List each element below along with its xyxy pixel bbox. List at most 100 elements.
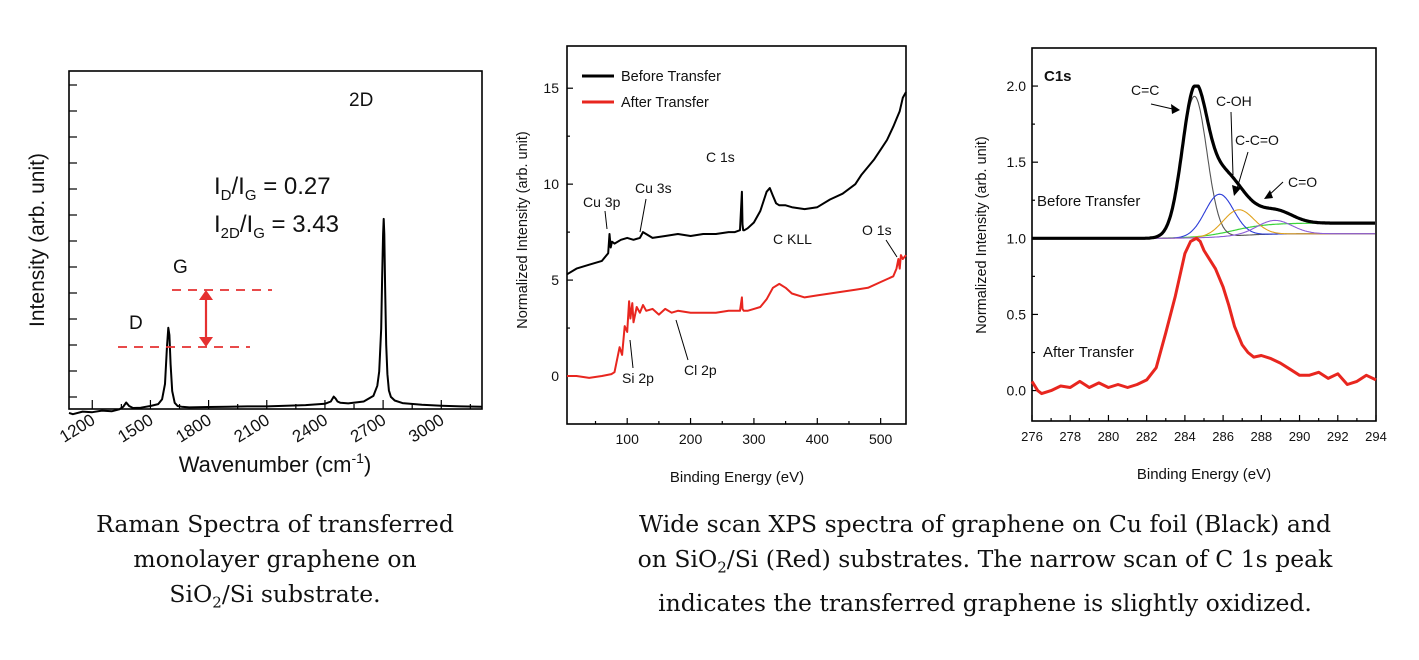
xps-wide-y-tick-label: 5 bbox=[551, 272, 559, 288]
label-c-c-eq-o: C-C=O bbox=[1235, 132, 1279, 148]
xps-wide-x-tick-label: 200 bbox=[679, 431, 703, 447]
raman-x-tick-label: 2700 bbox=[347, 410, 389, 446]
label-c-oh: C-OH bbox=[1216, 93, 1252, 109]
xps-wide-y-axis-label: Normalized Intensity (arb. unit) bbox=[515, 131, 531, 328]
raman-x-tick-label: 1800 bbox=[173, 410, 215, 446]
cu3p-pointer bbox=[604, 210, 608, 230]
raman-plot-frame bbox=[68, 70, 483, 410]
i2d-ig-ratio: I2D/IG = 3.43 bbox=[214, 211, 339, 242]
xps-wide-x-tick-label: 500 bbox=[869, 431, 893, 447]
c1s-after-transfer-line bbox=[1030, 236, 1377, 396]
ratio-arrow-up-head bbox=[199, 290, 213, 300]
o1s-pointer bbox=[885, 239, 898, 258]
xps-before-transfer-line bbox=[566, 91, 907, 276]
id-ig-ratio: ID/IG = 0.27 bbox=[214, 173, 331, 204]
xps-wide-x-axis-label: Binding Energy (eV) bbox=[670, 469, 804, 486]
c1s-x-tick-label: 284 bbox=[1174, 429, 1196, 444]
raman-series bbox=[68, 217, 483, 416]
raman-caption: Raman Spectra of transferred monolayer g… bbox=[60, 507, 490, 621]
c-eq-o-arrowhead bbox=[1264, 190, 1273, 199]
c1s-x-tick-label: 288 bbox=[1250, 429, 1272, 444]
raman-x-tick-label: 1500 bbox=[114, 410, 156, 446]
xps-wide-y-tick-label: 15 bbox=[543, 80, 559, 96]
raman-ratio-marker bbox=[118, 289, 272, 348]
annotation-cl2p: Cl 2p bbox=[684, 362, 717, 378]
xps-wide-x-tick-label: 400 bbox=[806, 431, 830, 447]
raman-x-tick-label: 3000 bbox=[405, 410, 447, 446]
xps-wide-plot-frame bbox=[566, 45, 907, 425]
raman-y-axis-label: Intensity (arb. unit) bbox=[26, 153, 49, 327]
annotation-c-kll: C KLL bbox=[773, 231, 812, 247]
xps-wide-chart: 100 200 300 400 500 0 5 10 15 Before Transfer Af… bbox=[515, 45, 907, 486]
c1s-component-c-eq-c bbox=[1142, 95, 1375, 239]
c1s-x-tick-label: 294 bbox=[1365, 429, 1387, 444]
xps-caption-line-1: Wide scan XPS spectra of graphene on Cu … bbox=[638, 510, 1332, 538]
c1s-x-axis-label: Binding Energy (eV) bbox=[1137, 466, 1271, 483]
d-peak-label: D bbox=[129, 313, 143, 334]
c1s-component-c-eq-o bbox=[1142, 219, 1375, 239]
annotation-si2p: Si 2p bbox=[622, 370, 654, 386]
c1s-y-axis-label: Normalized Intensity (arb. unit) bbox=[974, 136, 990, 333]
c1s-ticks: 276 278 280 282 284 286 288 290 292 294 0.0 0.5 1.0 1… bbox=[1007, 78, 1387, 444]
ratio-arrow-down-head bbox=[199, 337, 213, 347]
raman-x-tick-label: 2400 bbox=[289, 410, 331, 446]
c1s-x-tick-label: 278 bbox=[1059, 429, 1081, 444]
si2p-pointer bbox=[629, 339, 634, 369]
annotation-c1s: C 1s bbox=[706, 149, 735, 165]
c1s-component-c-oh bbox=[1142, 193, 1375, 239]
raman-x-axis-label: Wavenumber (cm-1) bbox=[179, 450, 372, 477]
xps-wide-ticks: 100 200 300 400 500 0 5 10 15 bbox=[543, 80, 892, 447]
c1s-y-tick-label: 1.0 bbox=[1007, 230, 1027, 246]
annotation-cu3p: Cu 3p bbox=[583, 194, 621, 210]
c-c-eq-o-arrowhead bbox=[1232, 185, 1241, 196]
raman-chart: 1200 1500 1800 2100 2400 2700 3000 D G 2D ID/I… bbox=[26, 70, 483, 477]
c1s-x-tick-label: 280 bbox=[1098, 429, 1120, 444]
cl2p-pointer bbox=[675, 319, 689, 361]
xps-caption: Wide scan XPS spectra of graphene on Cu … bbox=[570, 507, 1400, 621]
c1s-y-tick-label: 0.0 bbox=[1007, 383, 1027, 399]
label-c-eq-c: C=C bbox=[1131, 82, 1159, 98]
xps-wide-y-tick-label: 10 bbox=[543, 176, 559, 192]
raman-ticks bbox=[69, 84, 471, 409]
c1s-x-tick-label: 286 bbox=[1212, 429, 1234, 444]
c1s-y-tick-label: 2.0 bbox=[1007, 78, 1027, 94]
before-transfer-label: Before Transfer bbox=[1037, 193, 1140, 210]
raman-caption-line-3: SiO2/Si substrate. bbox=[169, 580, 381, 612]
after-transfer-label: After Transfer bbox=[1043, 344, 1134, 361]
c-oh-pointer bbox=[1230, 111, 1234, 176]
raman-x-tick-labels: 1200 1500 1800 2100 2400 2700 3000 bbox=[56, 410, 447, 446]
c1s-chart: 276 278 280 282 284 286 288 290 292 294 0.0 0.5 1.0 1… bbox=[974, 47, 1387, 483]
annotation-cu3s: Cu 3s bbox=[635, 180, 672, 196]
c1s-panel-label: C1s bbox=[1044, 68, 1072, 85]
c1s-x-tick-label: 282 bbox=[1136, 429, 1158, 444]
raman-x-tick-label: 2100 bbox=[231, 410, 273, 446]
raman-caption-line-1: Raman Spectra of transferred bbox=[96, 510, 454, 538]
raman-x-tick-label: 1200 bbox=[56, 410, 98, 446]
xps-wide-x-tick-label: 300 bbox=[742, 431, 766, 447]
raman-spectrum-line bbox=[68, 217, 483, 416]
g-peak-label: G bbox=[173, 257, 188, 278]
c1s-y-tick-label: 0.5 bbox=[1007, 306, 1027, 322]
c1s-x-tick-label: 290 bbox=[1289, 429, 1311, 444]
c1s-before-transfer-line bbox=[1031, 84, 1376, 240]
c1s-series bbox=[1030, 84, 1377, 396]
c-c-eq-o-pointer bbox=[1235, 151, 1249, 193]
xps-wide-series bbox=[566, 91, 907, 379]
legend-label-before: Before Transfer bbox=[621, 69, 721, 85]
c-eq-c-arrowhead bbox=[1171, 104, 1180, 114]
c1s-x-tick-label: 292 bbox=[1327, 429, 1349, 444]
xps-caption-line-3: indicates the transferred graphene is sl… bbox=[658, 588, 1312, 617]
xps-wide-x-tick-label: 100 bbox=[616, 431, 640, 447]
xps-wide-y-tick-label: 0 bbox=[551, 368, 559, 384]
legend-label-after: After Transfer bbox=[621, 95, 709, 111]
xps-wide-legend: Before Transfer After Transfer bbox=[582, 69, 721, 111]
c1s-y-tick-label: 1.5 bbox=[1007, 154, 1027, 170]
label-c-eq-o: C=O bbox=[1288, 174, 1317, 190]
cu3s-pointer bbox=[639, 198, 647, 233]
annotation-o1s: O 1s bbox=[862, 222, 892, 238]
2d-peak-label: 2D bbox=[349, 90, 373, 111]
c1s-pointers bbox=[1150, 103, 1284, 199]
xps-after-transfer-line bbox=[567, 254, 907, 379]
xps-caption-line-2: on SiO2/Si (Red) substrates. The narrow … bbox=[637, 545, 1333, 577]
